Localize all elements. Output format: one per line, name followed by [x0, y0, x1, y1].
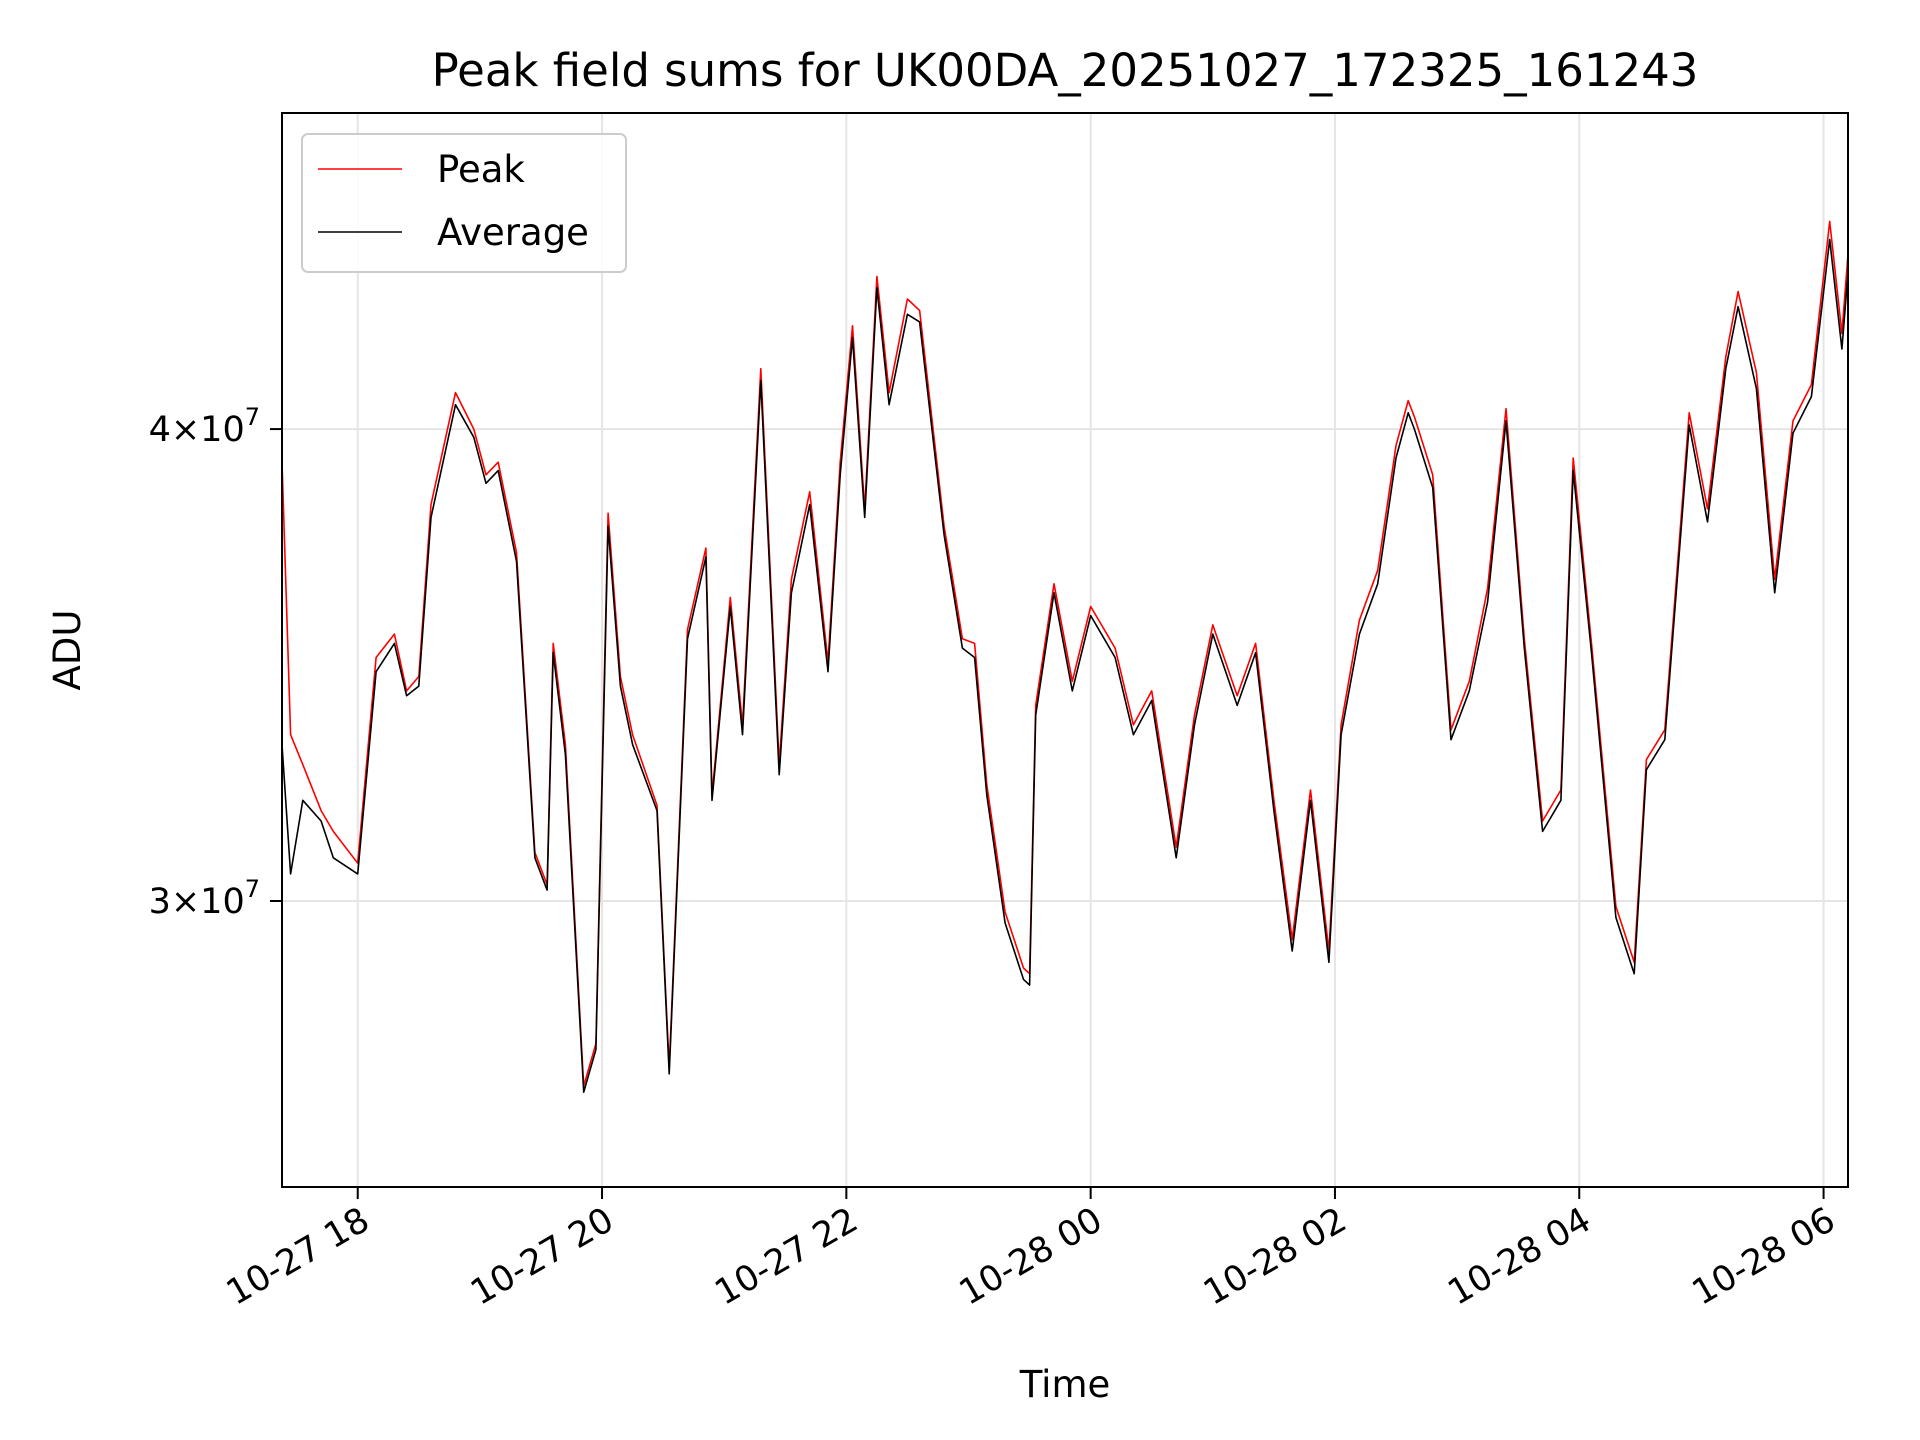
x-axis-label: Time	[1019, 1363, 1111, 1406]
y-axis-label: ADU	[46, 610, 89, 691]
legend: Peak Average	[301, 133, 627, 273]
y-tick-exponent: 7	[245, 403, 260, 431]
series-layer	[281, 220, 1849, 1093]
y-tick-base: 4×10	[149, 410, 245, 450]
legend-label-average: Average	[437, 211, 589, 254]
y-tick-exponent: 7	[245, 875, 260, 903]
legend-label-peak: Peak	[437, 148, 525, 191]
chart-title: Peak field sums for UK00DA_20251027_1723…	[432, 44, 1699, 97]
series-line-average	[281, 238, 1849, 1093]
y-tick-label: 3×107	[149, 875, 260, 922]
plot-frame	[281, 112, 1849, 1188]
y-tick-label: 4×107	[149, 403, 260, 450]
y-tick-base: 3×10	[149, 882, 245, 922]
